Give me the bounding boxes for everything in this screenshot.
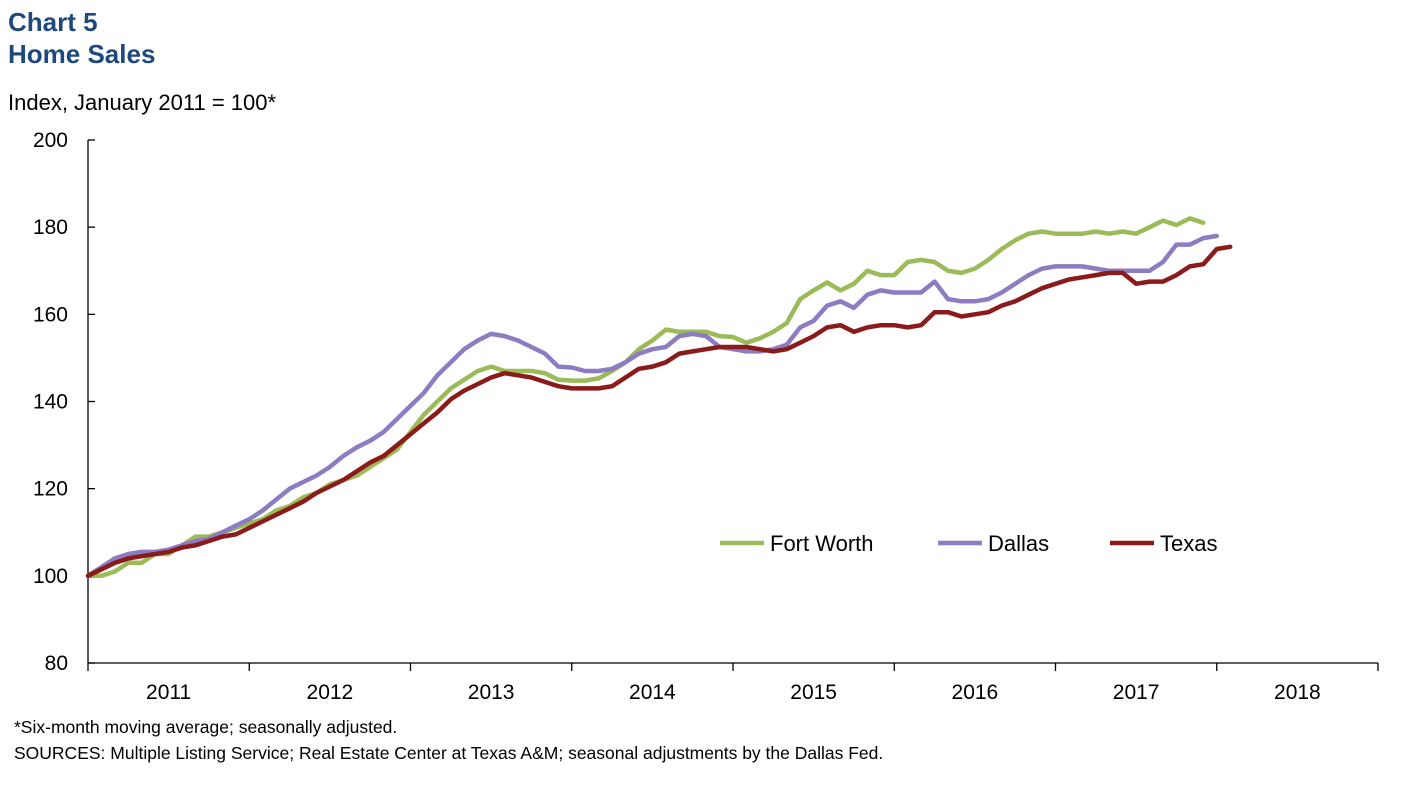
series-line-texas	[85, 244, 1233, 579]
chart-number: Chart 5	[8, 7, 98, 37]
x-tick-label: 2017	[1113, 681, 1160, 704]
y-tick-label: 200	[33, 129, 68, 152]
x-tick-label: 2011	[146, 681, 191, 704]
legend-label-texas: Texas	[1160, 531, 1217, 556]
chart-heading: Chart 5 Home Sales	[8, 6, 155, 70]
sources-text: SOURCES: Multiple Listing Service; Real …	[14, 743, 884, 763]
x-tick-label: 2015	[790, 681, 837, 704]
footnote-text: *Six-month moving average; seasonally ad…	[14, 717, 398, 737]
y-tick-label: 180	[33, 216, 68, 239]
series-line-fort-worth	[85, 216, 1206, 579]
y-tick-label: 100	[33, 565, 68, 588]
x-tick-label: 2014	[629, 681, 676, 704]
y-axis-label: Index, January 2011 = 100*	[8, 90, 277, 115]
y-tick-label: 140	[33, 391, 68, 414]
legend-label-dallas: Dallas	[988, 531, 1049, 556]
x-tick-label: 2012	[307, 681, 354, 704]
y-tick-label: 160	[33, 303, 68, 326]
series-line-dallas	[85, 233, 1220, 579]
x-tick-label: 2018	[1274, 681, 1321, 704]
x-tick-label: 2016	[952, 681, 999, 704]
chart-title: Home Sales	[8, 39, 156, 69]
y-tick-label: 80	[45, 652, 68, 675]
legend-label-fort-worth: Fort Worth	[770, 531, 874, 556]
footnotes: *Six-month moving average; seasonally ad…	[14, 714, 883, 766]
x-tick-label: 2013	[468, 681, 515, 704]
y-tick-label: 120	[33, 478, 68, 501]
